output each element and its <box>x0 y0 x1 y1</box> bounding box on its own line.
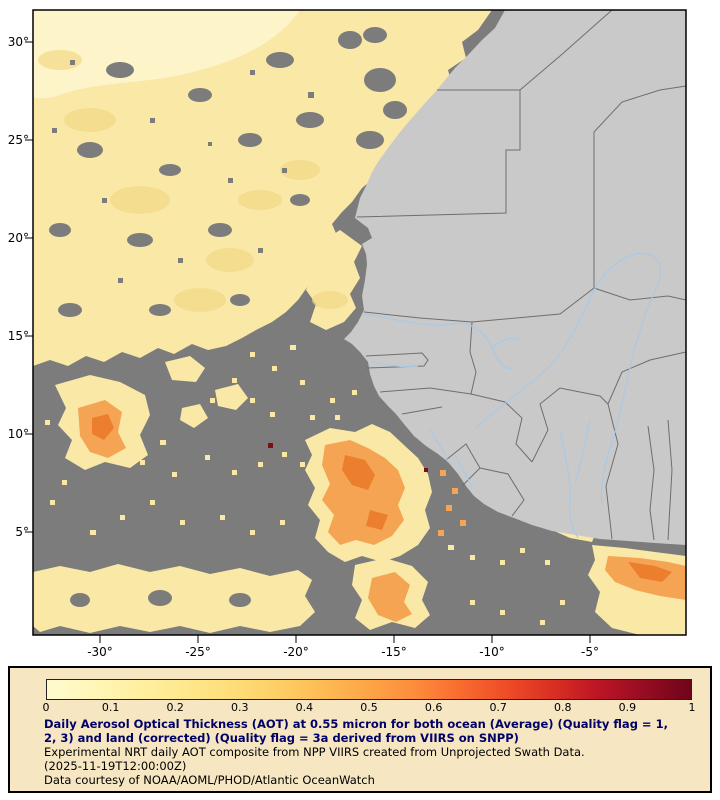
colorbar-tick-label: 0.9 <box>618 701 637 714</box>
aerosol-deep-orange-patches <box>92 414 672 582</box>
land-mass <box>344 10 686 545</box>
aerosol-speckles <box>45 345 565 625</box>
legend-info-source: Experimental NRT daily AOT composite fro… <box>44 745 585 759</box>
lon-tick-label: -15° <box>381 645 407 659</box>
lon-tick-label: -20° <box>283 645 309 659</box>
colorbar-tick-label: 0.1 <box>101 701 120 714</box>
longitude-labels: -30° -25° -20° -15° -10° -5° <box>87 645 599 659</box>
aerosol-patch <box>215 384 248 410</box>
rivers <box>363 252 661 539</box>
lon-tick-label: -25° <box>185 645 211 659</box>
legend-panel: 0 0.1 0.2 0.3 0.4 0.5 0.6 0.7 0.8 0.9 1 … <box>8 666 712 793</box>
legend-title-line-2: 2, 3) and land (corrected) (Quality flag… <box>44 731 519 745</box>
axis-ticks <box>25 41 591 643</box>
lat-tick-label: 30° <box>8 35 29 49</box>
latitude-labels: 30° 25° 20° 15° 10° 5° <box>8 35 29 539</box>
colorbar-tick-label: 0.2 <box>166 701 184 714</box>
colorbar-tick-label: 0.3 <box>231 701 249 714</box>
lon-tick-label: -10° <box>479 645 505 659</box>
legend-info-credit: Data courtesy of NOAA/AOML/PHOD/Atlantic… <box>44 773 375 787</box>
map-frame <box>32 9 687 636</box>
colorbar-tick-labels: 0 0.1 0.2 0.3 0.4 0.5 0.6 0.7 0.8 0.9 1 <box>42 700 696 715</box>
colorbar-tick-label: 0.6 <box>424 701 443 714</box>
lat-tick-label: 5° <box>15 525 29 539</box>
aerosol-patch <box>165 356 205 382</box>
nodata-holes <box>49 27 407 607</box>
legend-info-timestamp: (2025-11-19T12:00:00Z) <box>44 759 187 773</box>
aot-map: 30° 25° 20° 15° 10° 5° -30° -25° -20° -1… <box>8 9 687 659</box>
lon-tick-label: -5° <box>581 645 599 659</box>
colorbar-tick-label: 0.7 <box>489 701 507 714</box>
colorbar-tick-label: 0 <box>42 701 50 714</box>
aerosol-midtone-texture <box>38 50 348 312</box>
aerosol-light-patch <box>33 10 300 99</box>
colorbar-tick-label: 0.8 <box>554 701 572 714</box>
country-borders <box>356 10 686 541</box>
lat-tick-label: 15° <box>8 329 29 343</box>
colorbar-tick-label: 0.5 <box>360 701 378 714</box>
legend-title-line-1: Daily Aerosol Optical Thickness (AOT) at… <box>44 717 668 731</box>
lat-tick-label: 20° <box>8 231 29 245</box>
aerosol-dark-red-specks <box>268 443 428 472</box>
lon-tick-label: -30° <box>87 645 113 659</box>
lat-tick-label: 10° <box>8 427 29 441</box>
lat-tick-label: 25° <box>8 133 29 147</box>
aerosol-patch <box>33 564 315 633</box>
colorbar <box>46 679 692 700</box>
colorbar-tick-label: 0.4 <box>295 701 314 714</box>
colorbar-tick-label: 1 <box>688 701 696 714</box>
aerosol-patch <box>180 404 208 428</box>
aerosol-patch <box>33 10 492 366</box>
